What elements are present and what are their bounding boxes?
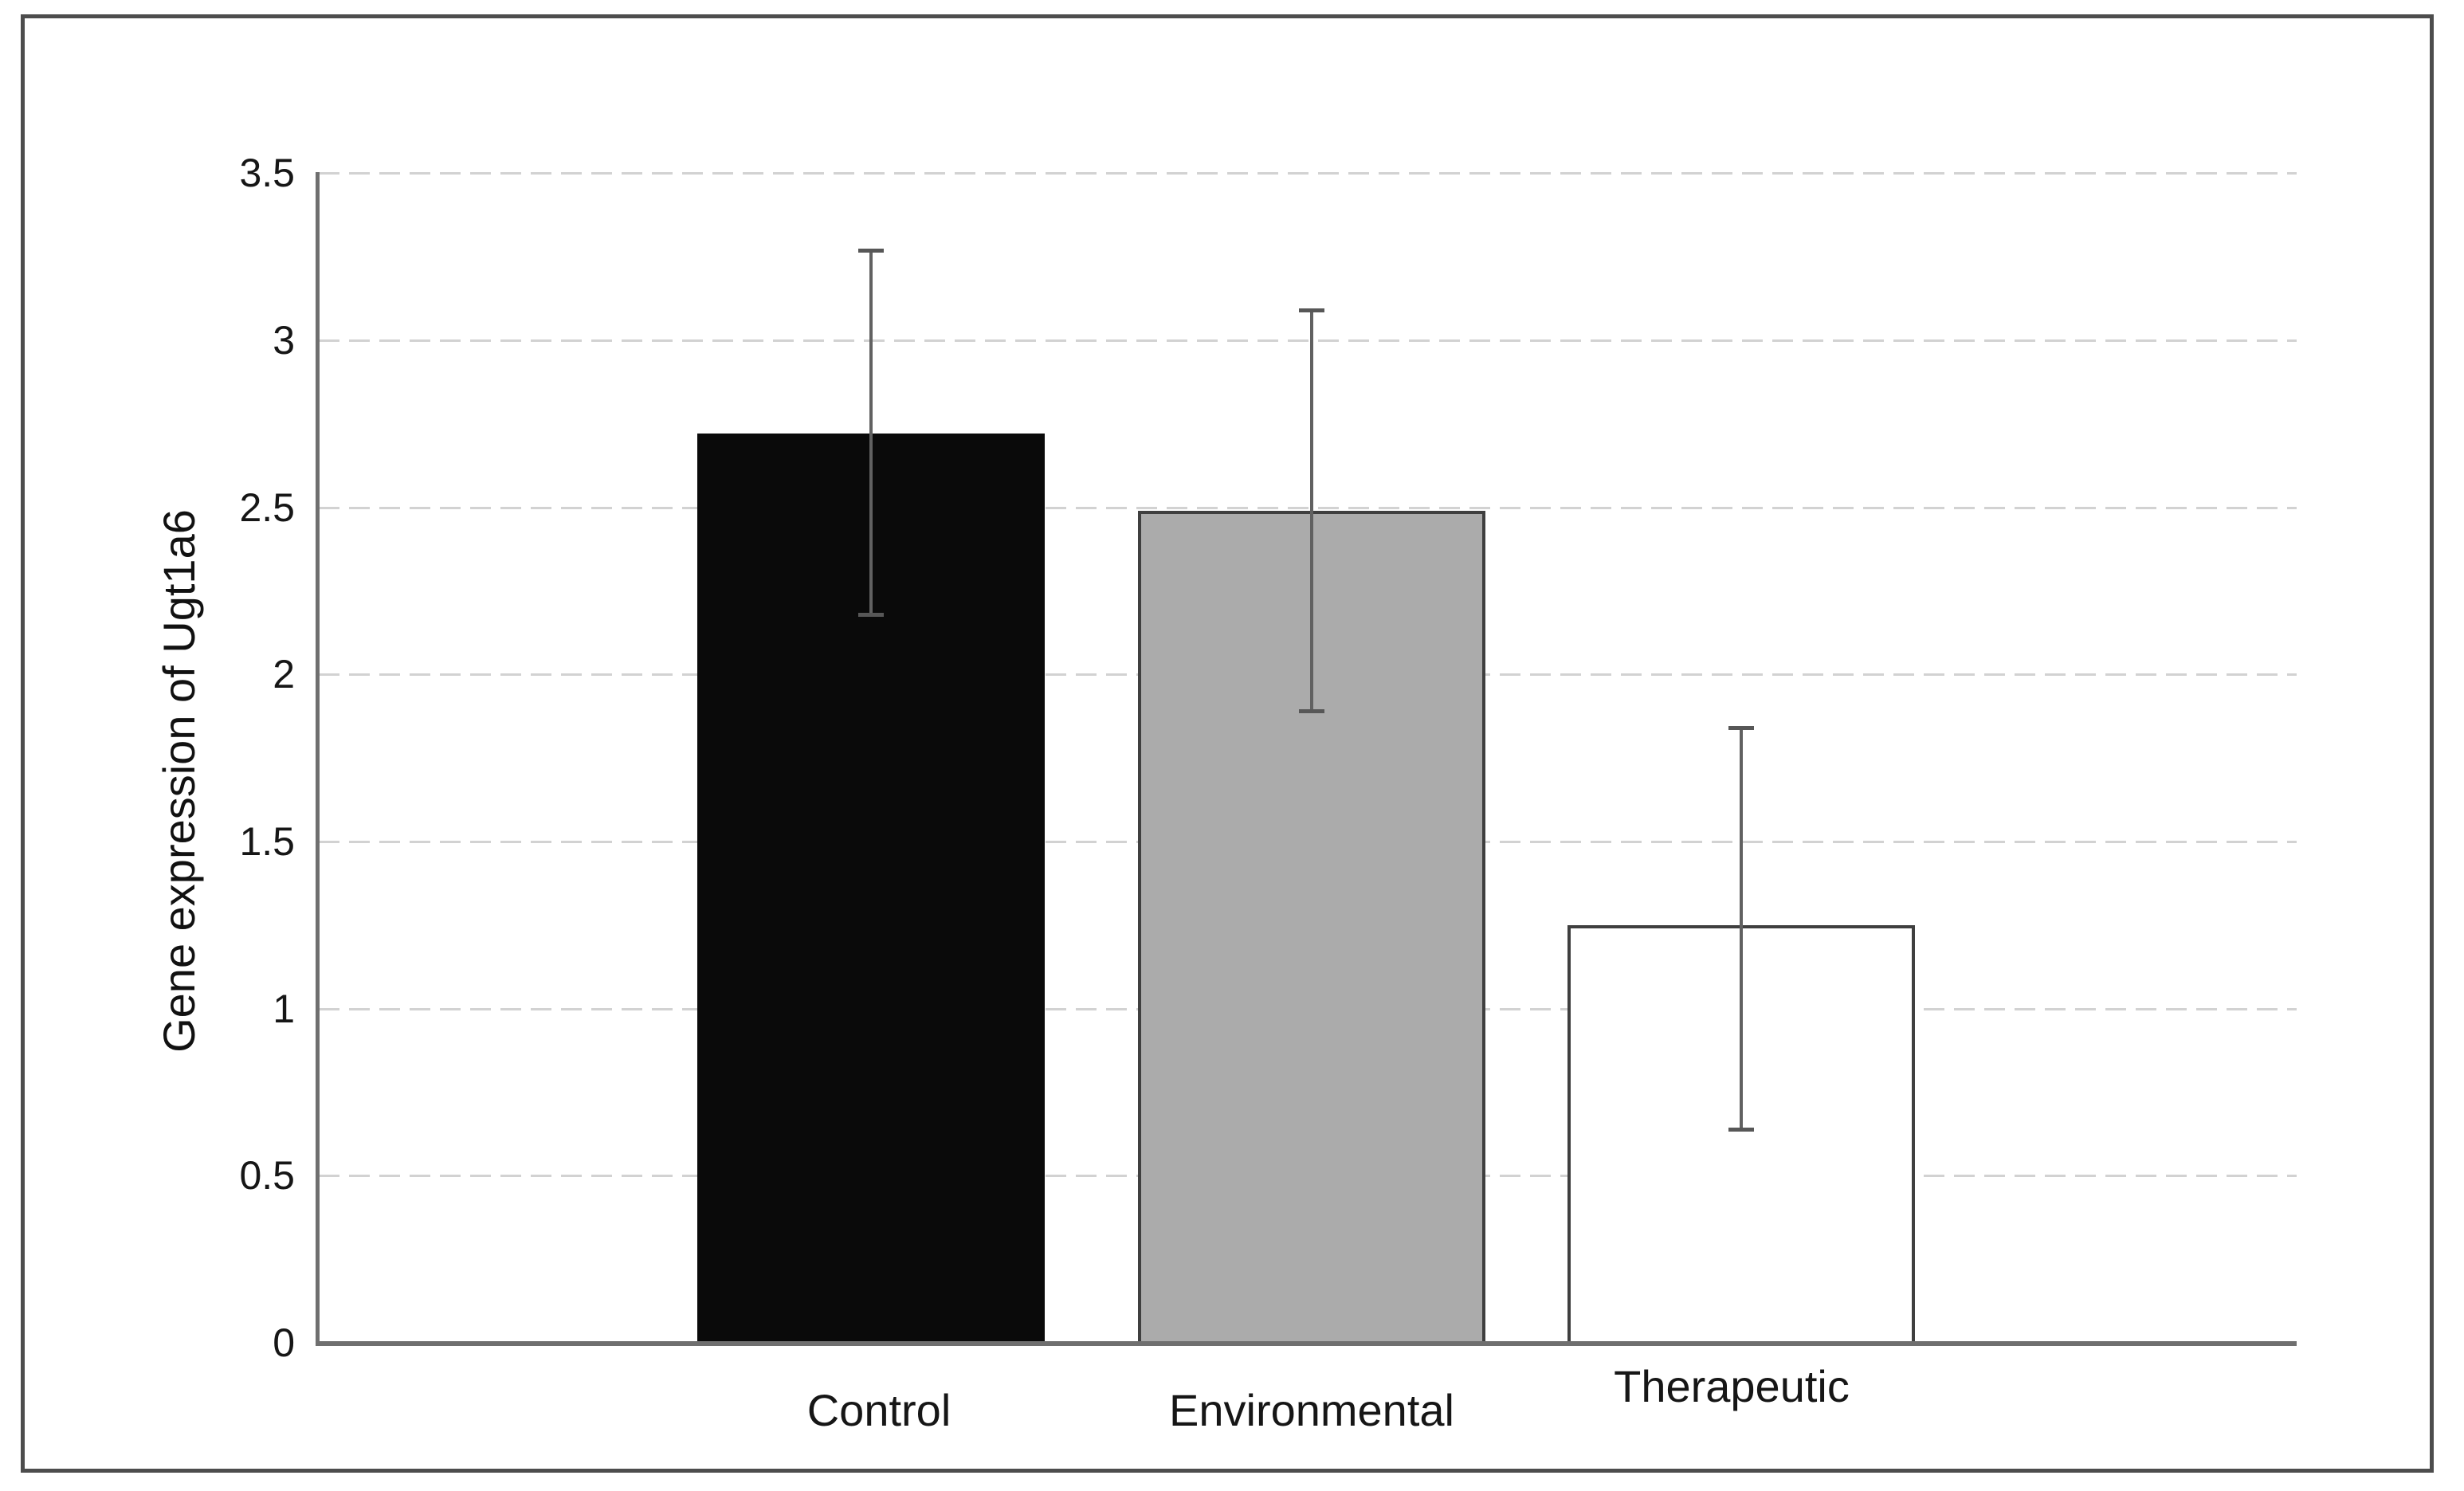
y-axis-line <box>316 172 320 1345</box>
error-bar-line-control <box>869 249 873 614</box>
error-bar-cap-bottom-control <box>858 612 884 617</box>
error-bar-cap-top-control <box>858 248 884 253</box>
y-tick-label: 2.5 <box>239 485 295 530</box>
x-axis-line <box>316 1341 2297 1346</box>
y-tick-label: 0.5 <box>239 1153 295 1199</box>
gridline <box>319 339 2297 342</box>
x-label-environmental: Environmental <box>1169 1385 1454 1435</box>
error-bar-line-therapeutic <box>1740 728 1743 1129</box>
x-label-control: Control <box>806 1385 951 1435</box>
x-label-therapeutic: Therapeutic <box>1614 1361 1850 1411</box>
y-tick-label: 3 <box>273 317 295 363</box>
y-tick-label: 3.5 <box>239 151 295 196</box>
gridline <box>319 172 2297 175</box>
error-bar-cap-top-therapeutic <box>1728 726 1754 731</box>
gridline <box>319 506 2297 509</box>
y-tick-label: 1 <box>273 986 295 1031</box>
error-bar-cap-bottom-therapeutic <box>1728 1127 1754 1132</box>
y-tick-label: 0 <box>273 1320 295 1365</box>
error-bar-cap-bottom-environmental <box>1299 709 1324 714</box>
y-tick-label: 1.5 <box>239 818 295 864</box>
y-tick-label: 2 <box>273 652 295 697</box>
error-bar-cap-top-environmental <box>1299 308 1324 313</box>
error-bar-line-environmental <box>1310 310 1313 712</box>
